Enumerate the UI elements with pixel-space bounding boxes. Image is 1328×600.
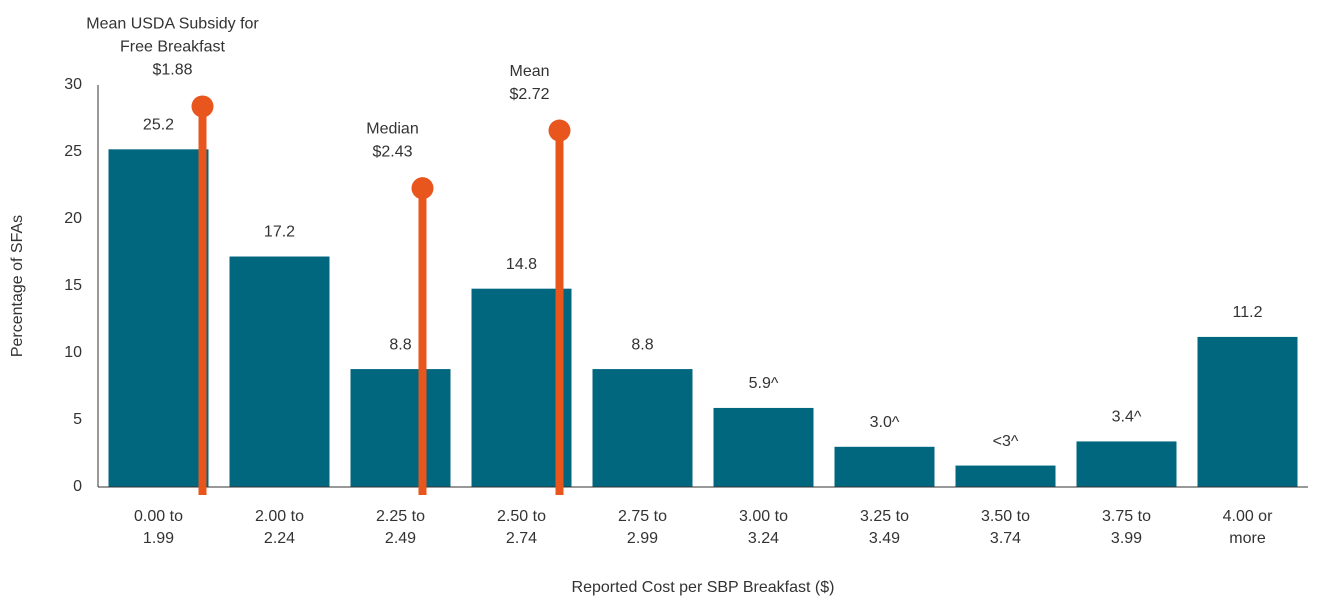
y-tick-label: 10 <box>64 344 82 361</box>
x-tick-label-line: 1.99 <box>143 530 174 547</box>
y-axis-label: Percentage of SFAs <box>9 215 26 357</box>
bar <box>108 149 209 487</box>
annotation-label: Free Breakfast <box>120 39 225 56</box>
value-label: 8.8 <box>631 336 653 353</box>
y-tick-label: 30 <box>64 76 82 93</box>
x-tick-label-line: 3.75 to <box>1102 508 1151 525</box>
x-tick-label-line: 2.99 <box>627 530 658 547</box>
x-tick-label: 2.25 to 2.49 <box>376 508 425 547</box>
x-tick-label-line: 2.00 to <box>255 508 304 525</box>
annotation-label: $1.88 <box>152 62 192 79</box>
value-label: <3^ <box>993 433 1019 450</box>
annotation-label: $2.72 <box>509 86 549 103</box>
x-axis-label: Reported Cost per SBP Breakfast ($) <box>572 579 835 596</box>
x-tick-label-line: 3.74 <box>990 530 1021 547</box>
y-tick-label: 20 <box>64 210 82 227</box>
x-tick-label: 2.00 to 2.24 <box>255 508 304 547</box>
bar <box>350 369 451 487</box>
x-tick-label-line: 3.00 to <box>739 508 788 525</box>
x-tick-label: 3.00 to 3.24 <box>739 508 788 547</box>
bar <box>834 446 935 487</box>
x-tick-label-line: more <box>1229 530 1266 547</box>
annotation-label: Median <box>366 120 418 137</box>
x-tick-label-line: 3.25 to <box>860 508 909 525</box>
x-tick-label: 0.00 to 1.99 <box>134 508 183 547</box>
bar <box>955 465 1056 487</box>
annotation-dot <box>411 177 434 200</box>
x-tick-label-line: 0.00 to <box>134 508 183 525</box>
y-tick-label: 0 <box>73 478 82 495</box>
value-label: 14.8 <box>506 256 537 273</box>
x-tick-label-line: 4.00 or <box>1223 508 1273 525</box>
x-tick-label: 2.50 to 2.74 <box>497 508 546 547</box>
x-tick-label-line: 2.74 <box>506 530 537 547</box>
bar <box>471 288 572 487</box>
value-label: 8.8 <box>389 336 411 353</box>
x-tick-label: 2.75 to 2.99 <box>618 508 667 547</box>
x-tick-label-line: 2.75 to <box>618 508 667 525</box>
x-tick-label: 3.50 to 3.74 <box>981 508 1030 547</box>
y-tick-label: 25 <box>64 143 82 160</box>
x-tick-label-line: 3.49 <box>869 530 900 547</box>
x-tick-label: 3.75 to 3.99 <box>1102 508 1151 547</box>
x-tick-label-line: 3.24 <box>748 530 779 547</box>
annotation-label: Mean USDA Subsidy for <box>86 16 259 33</box>
x-tick-label-line: 3.50 to <box>981 508 1030 525</box>
annotation-dot <box>548 119 571 142</box>
value-label: 3.0^ <box>870 414 900 431</box>
bar <box>1197 336 1298 487</box>
value-label: 25.2 <box>143 117 174 134</box>
annotation-label: $2.43 <box>372 143 412 160</box>
value-label: 17.2 <box>264 224 295 241</box>
annotation-label: Mean <box>509 63 549 80</box>
x-tick-label-line: 3.99 <box>1111 530 1142 547</box>
x-tick-label-line: 2.24 <box>264 530 295 547</box>
x-tick-label-line: 2.49 <box>385 530 416 547</box>
annotation-dot <box>191 95 214 118</box>
y-tick-label: 5 <box>73 411 82 428</box>
y-tick-label: 15 <box>64 277 82 294</box>
bar <box>592 369 693 487</box>
x-tick-label: 4.00 or more <box>1223 508 1273 547</box>
x-tick-label-line: 2.50 to <box>497 508 546 525</box>
value-label: 3.4^ <box>1112 409 1142 426</box>
value-label: 11.2 <box>1233 304 1263 321</box>
bar <box>1076 441 1177 487</box>
x-tick-label: 3.25 to 3.49 <box>860 508 909 547</box>
bar <box>713 407 814 487</box>
x-tick-label-line: 2.25 to <box>376 508 425 525</box>
bar <box>229 256 330 487</box>
value-label: 5.9^ <box>749 375 779 392</box>
